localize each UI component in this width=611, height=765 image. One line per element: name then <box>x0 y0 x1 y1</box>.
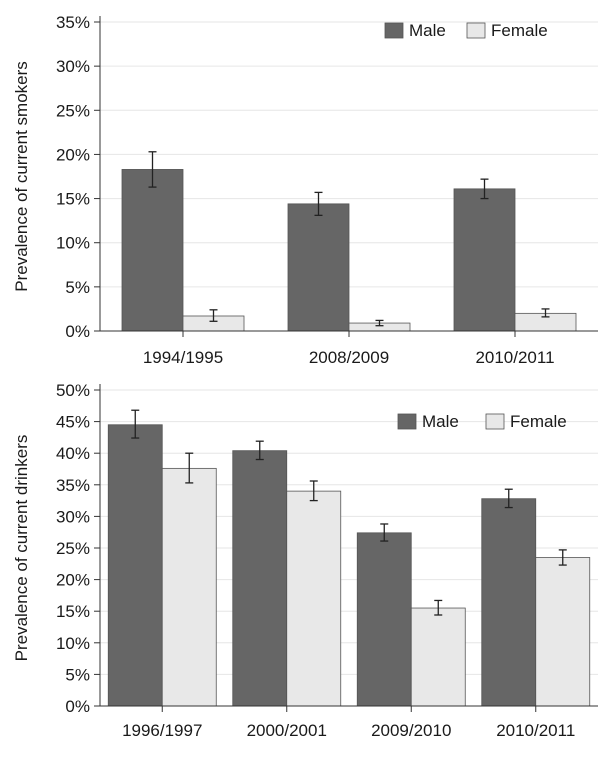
x-tick-label: 1994/1995 <box>143 348 223 367</box>
y-tick-label: 35% <box>56 476 90 495</box>
bar-male <box>107 424 163 707</box>
y-tick-label: 30% <box>56 507 90 526</box>
y-tick-label: 5% <box>65 665 90 684</box>
y-tick-label: 45% <box>56 413 90 432</box>
y-tick-label: 35% <box>56 13 90 32</box>
legend-label-female: Female <box>491 21 548 40</box>
x-tick-label: 2010/2011 <box>496 721 575 740</box>
y-tick-label: 50% <box>56 381 90 400</box>
bar-female <box>286 490 342 707</box>
x-tick-label: 2000/2001 <box>247 721 327 740</box>
drinkers-chart: 0% 5% 10% 15% 20% 25% 30% 35% 40% 45% 50% Prevalenc… <box>12 381 598 740</box>
x-tick-label: 2009/2010 <box>371 721 451 740</box>
y-tick-label: 25% <box>56 539 90 558</box>
legend-swatch-male <box>384 22 404 39</box>
legend-swatch-female <box>466 22 486 39</box>
legend: Male Female <box>397 412 567 431</box>
y-tick-label: 20% <box>56 571 90 590</box>
y-tick-label: 40% <box>56 444 90 463</box>
y-tick-label: 15% <box>56 602 90 621</box>
y-tick-label: 10% <box>56 234 90 253</box>
y-tick-label: 0% <box>65 697 90 716</box>
x-tick-label: 2010/2011 <box>475 348 554 367</box>
x-tick-label: 1996/1997 <box>122 721 202 740</box>
bar-male <box>356 532 412 707</box>
y-axis-title: Prevalence of current drinkers <box>12 435 31 662</box>
y-tick-label: 20% <box>56 145 90 164</box>
x-tick-label: 2008/2009 <box>309 348 389 367</box>
bar-male <box>121 169 184 332</box>
y-tick-label: 15% <box>56 190 90 209</box>
legend-swatch-male <box>397 413 417 430</box>
y-axis-title: Prevalence of current smokers <box>12 61 31 292</box>
bar-male <box>453 188 516 332</box>
legend-label-male: Male <box>422 412 459 431</box>
bar-female <box>161 467 217 707</box>
legend: Male Female <box>384 21 548 40</box>
bar-male <box>232 450 288 707</box>
bar-male <box>481 498 537 707</box>
legend-swatch-female <box>485 413 505 430</box>
y-tick-label: 10% <box>56 634 90 653</box>
bar-male <box>287 203 350 332</box>
y-tick-label: 5% <box>65 278 90 297</box>
bar-female <box>535 557 591 707</box>
legend-label-female: Female <box>510 412 567 431</box>
y-tick-label: 0% <box>65 322 90 341</box>
bar-female <box>410 607 466 707</box>
legend-label-male: Male <box>409 21 446 40</box>
smokers-chart: 0% 5% 10% 15% 20% 25% 30% 35% Prevalence of curr… <box>12 13 598 367</box>
y-tick-label: 30% <box>56 57 90 76</box>
y-tick-label: 25% <box>56 101 90 120</box>
